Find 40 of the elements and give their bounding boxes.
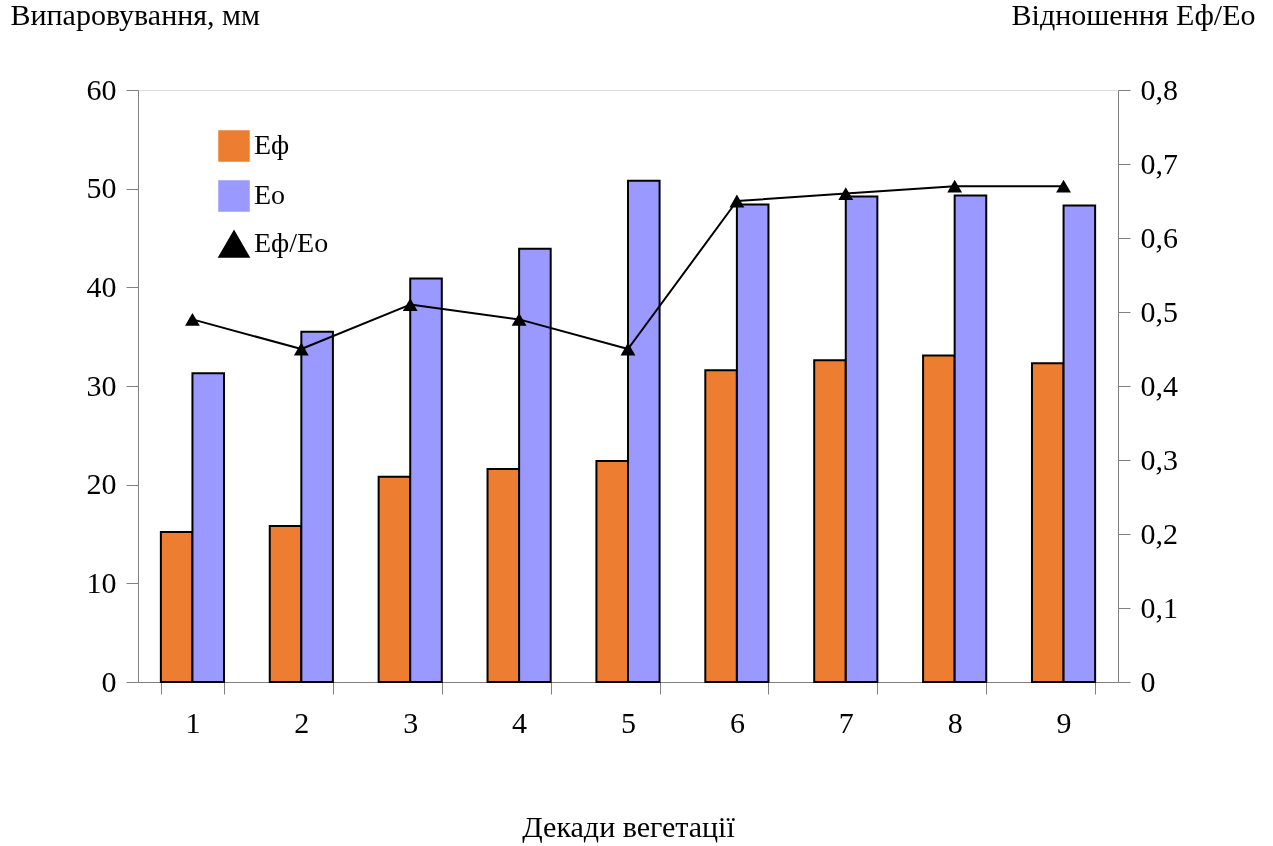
- y2-tick-label: 0,2: [1140, 516, 1178, 550]
- y2-tick-label: 0,3: [1140, 442, 1178, 476]
- y-tick-label: 20: [86, 467, 117, 501]
- point: [838, 187, 854, 201]
- legend-label: Ео: [254, 179, 286, 210]
- y2-tick-label: 0,1: [1140, 590, 1178, 624]
- x-tick-label: 6: [729, 705, 745, 739]
- x-tick-label: 7: [838, 705, 854, 739]
- y-tick-label: 0: [101, 664, 117, 698]
- x-tick-label: 3: [403, 705, 419, 739]
- point: [1056, 179, 1071, 193]
- y2-tick-label: 0,4: [1140, 368, 1178, 402]
- y-tick-label: 30: [86, 368, 117, 402]
- y2-tick-label: 0,7: [1140, 146, 1178, 180]
- point: [620, 342, 636, 356]
- legend-label: Еф: [254, 129, 290, 160]
- point: [511, 312, 527, 326]
- y-axis-title: Випаровування, мм: [10, 0, 261, 31]
- y2-tick-label: 0: [1140, 664, 1156, 698]
- x-tick-label: 1: [185, 705, 201, 739]
- y-tick-label: 40: [86, 269, 117, 303]
- y2-axis-title: Відношення Еф/Ео: [1011, 0, 1256, 31]
- y-tick-label: 10: [86, 565, 117, 599]
- y-tick-label: 50: [86, 171, 117, 205]
- y2-tick-label: 0,6: [1140, 220, 1178, 254]
- point: [293, 342, 309, 356]
- y2-tick-label: 0,5: [1140, 294, 1178, 328]
- point: [402, 298, 418, 312]
- point: [185, 312, 200, 326]
- point: [729, 194, 745, 208]
- x-tick-label: 5: [621, 705, 636, 739]
- x-axis-title: Декади вегетації: [522, 809, 736, 843]
- y-tick-label: 60: [86, 72, 117, 106]
- x-tick-label: 2: [294, 705, 310, 739]
- x-tick-label: 4: [512, 705, 528, 739]
- x-tick-label: 8: [947, 705, 963, 739]
- point: [947, 179, 963, 193]
- legend-label: Еф/Ео: [254, 227, 329, 258]
- y2-tick-label: 0,8: [1140, 72, 1178, 106]
- x-tick-label: 9: [1056, 705, 1072, 739]
